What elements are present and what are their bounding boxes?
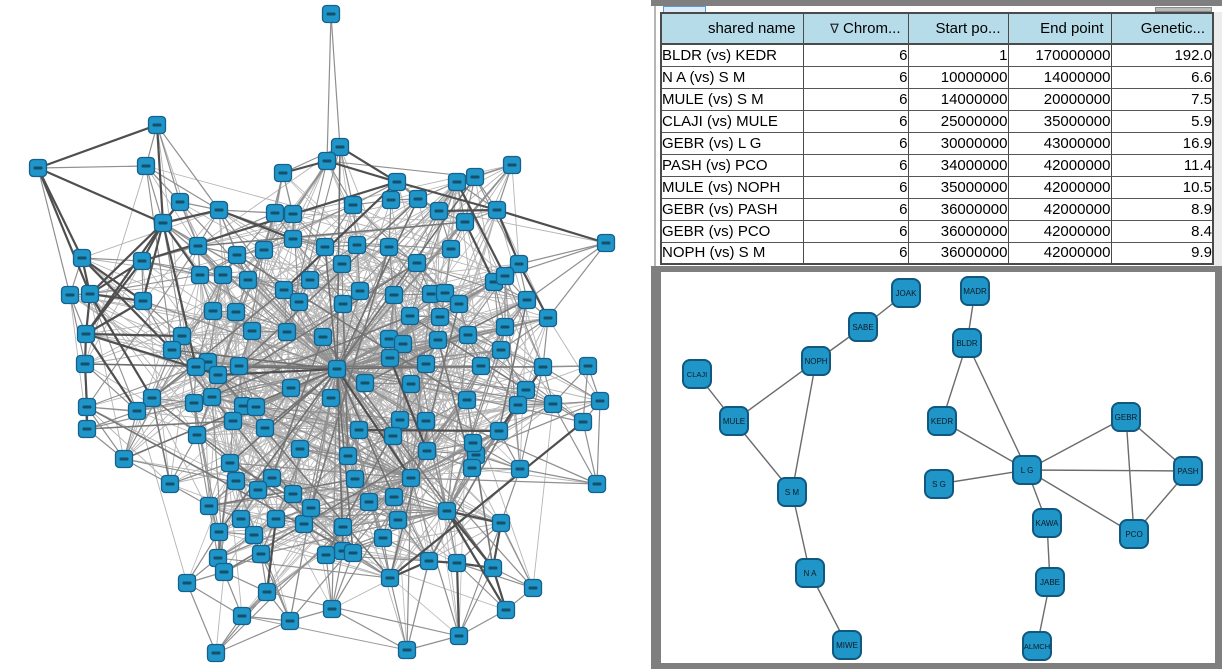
svg-text:MIWE: MIWE (836, 641, 858, 650)
svg-text:NOPH: NOPH (804, 357, 827, 366)
svg-text:CLAJI: CLAJI (687, 370, 707, 379)
svg-text:MULE: MULE (723, 417, 745, 426)
svg-text:L G: L G (1021, 466, 1034, 475)
svg-text:SABE: SABE (852, 323, 873, 332)
svg-text:ALMCH: ALMCH (1024, 642, 1050, 651)
svg-text:JOAK: JOAK (896, 289, 918, 298)
svg-text:JABE: JABE (1040, 578, 1060, 587)
svg-text:PCO: PCO (1125, 530, 1142, 539)
svg-text:S M: S M (785, 488, 800, 497)
svg-text:MADR: MADR (963, 287, 987, 296)
svg-text:N A: N A (804, 569, 818, 578)
svg-text:PASH: PASH (1177, 467, 1198, 476)
svg-text:BLDR: BLDR (956, 339, 978, 348)
svg-text:GEBR: GEBR (1115, 413, 1138, 422)
svg-text:KAWA: KAWA (1036, 519, 1060, 528)
svg-text:KEDR: KEDR (931, 417, 953, 426)
svg-text:S G: S G (932, 480, 946, 489)
